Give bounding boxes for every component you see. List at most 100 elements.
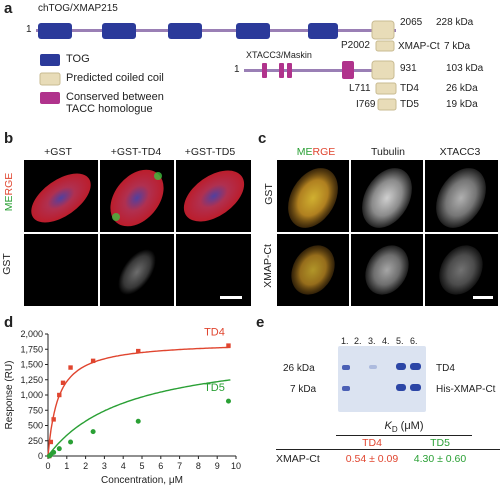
y-axis-label: Response (RU) xyxy=(4,361,15,430)
fit-curve-td4 xyxy=(47,346,231,457)
c-scale-bar xyxy=(473,296,493,299)
domain-diagram xyxy=(36,20,397,111)
data-point-td4 xyxy=(57,392,62,398)
lane-4: 4. xyxy=(382,336,390,346)
panel-c-row-gst: GST xyxy=(263,183,275,205)
tog-domain-4 xyxy=(236,23,270,39)
lane-3: 3. xyxy=(368,336,376,346)
x-tick-label: 4 xyxy=(121,461,126,471)
kd-row-xmap-ct: XMAP-Ct xyxy=(276,453,320,466)
x-tick-label: 6 xyxy=(158,461,163,471)
xtacc-conserved-3 xyxy=(287,63,292,78)
y-tick-label: 500 xyxy=(28,421,43,431)
panel-b-row-gst: GST xyxy=(1,253,13,275)
x-tick-label: 2 xyxy=(83,461,88,471)
panel-e-label: e xyxy=(256,314,265,331)
x-axis-label: Concentration, μM xyxy=(101,475,183,486)
td5-fragment xyxy=(377,98,397,111)
data-point-td4 xyxy=(51,417,56,422)
xtacc-mass: 103 kDa xyxy=(446,63,484,74)
chtog-mass: 228 kDa xyxy=(436,17,474,28)
tog-domain-2 xyxy=(102,23,136,39)
gel-band-lane1-td4 xyxy=(342,365,350,370)
tog-domain-5 xyxy=(308,23,338,39)
b-scale-bar xyxy=(220,296,242,299)
data-point-td4 xyxy=(48,439,54,445)
x-tick-label: 8 xyxy=(196,461,201,471)
td5-start: I769 xyxy=(356,99,376,110)
y-tick-label: 1,250 xyxy=(20,375,43,385)
td4-fragment xyxy=(375,82,397,95)
xtacc-end: 931 xyxy=(400,63,417,74)
data-point-td4 xyxy=(136,348,141,354)
xmap-ct-mass: 7 kDa xyxy=(444,41,471,52)
panel-b-col-gst-td4: +GST-TD4 xyxy=(110,146,162,158)
data-point-td4 xyxy=(60,380,66,385)
kd-header: KD (μM) xyxy=(336,420,472,437)
xmap-ct-fragment xyxy=(375,40,395,52)
data-point-td5 xyxy=(225,398,231,404)
xmap-ct-name: XMAP-Ct xyxy=(398,41,440,52)
data-point-td5 xyxy=(90,429,96,435)
x-tick-label: 10 xyxy=(231,461,241,471)
lane-6: 6. xyxy=(410,336,418,346)
kd-val-td5: 4.30 ± 0.60 xyxy=(413,453,467,466)
kd-col-td5: TD5 xyxy=(430,437,450,450)
legend-label-tog: TOG xyxy=(66,53,90,65)
data-point-td4 xyxy=(90,358,96,364)
kd-table: KD (μM) TD4 TD5 XMAP-Ct 0.54 ± 0.09 4.30… xyxy=(276,420,500,465)
y-tick-label: 1,000 xyxy=(20,390,43,400)
lane-5: 5. xyxy=(396,336,404,346)
td5-name: TD5 xyxy=(400,99,419,110)
y-tick-label: 2,000 xyxy=(20,329,43,339)
xmap-ct-start: P2002 xyxy=(341,40,370,51)
panel-b-col-gst-td5: +GST-TD5 xyxy=(184,146,236,158)
marker-7kda: 7 kDa xyxy=(290,384,317,395)
kd-val-td4: 0.54 ± 0.09 xyxy=(345,453,399,466)
panel-b-label: b xyxy=(4,130,14,147)
series-label-td4: TD4 xyxy=(204,327,225,339)
gel-image xyxy=(338,346,426,412)
panel-d-label: d xyxy=(4,314,14,331)
x-tick-label: 0 xyxy=(45,461,50,471)
gel-band-lane5-xmap xyxy=(396,384,406,391)
panel-c-col-merge: MERGE xyxy=(296,146,336,158)
panel-b-col-gst: +GST xyxy=(44,146,72,158)
x-tick-label: 5 xyxy=(139,461,144,471)
x-tick-label: 7 xyxy=(177,461,182,471)
chtog-title: chTOG/XMAP215 xyxy=(38,3,118,14)
gel-band-lane6-xmap xyxy=(410,384,421,391)
panel-b-row-merge: MERGE xyxy=(3,172,15,212)
tog-domain-1 xyxy=(38,23,72,39)
td4-mass: 26 kDa xyxy=(446,83,478,94)
data-point-td5 xyxy=(51,449,57,455)
band-label-his-xmap-ct: His-XMAP-Ct xyxy=(436,384,496,395)
td4-start: L711 xyxy=(349,83,371,94)
data-point-td5 xyxy=(56,446,62,452)
y-tick-label: 1,750 xyxy=(20,344,43,354)
data-point-td4 xyxy=(68,365,73,370)
y-tick-label: 250 xyxy=(28,436,43,446)
chtog-backbone xyxy=(36,29,396,32)
b-gst-gst xyxy=(24,234,98,306)
band-label-td4: TD4 xyxy=(436,363,455,374)
legend-swatch-conserved xyxy=(40,92,60,104)
xtacc-conserved-2 xyxy=(279,63,284,78)
y-tick-label: 1,500 xyxy=(20,360,43,370)
xtacc-start: 1 xyxy=(234,64,240,75)
panel-a-label: a xyxy=(4,0,13,17)
xtacc-backbone xyxy=(244,69,394,72)
panel-c-col-xtacc3: XTACC3 xyxy=(439,146,481,158)
x-tick-label: 1 xyxy=(64,461,69,471)
x-tick-label: 9 xyxy=(215,461,220,471)
lane-1: 1. xyxy=(341,336,349,346)
legend-swatch-tog xyxy=(40,54,60,66)
chtog-coiled-coil xyxy=(371,20,395,40)
panel-c-micrographs xyxy=(277,160,498,306)
panel-b-micrographs xyxy=(24,160,251,306)
marker-26kda: 26 kDa xyxy=(283,363,315,374)
gel-band-lane5-td4 xyxy=(396,363,406,370)
b-gst-td5 xyxy=(176,234,251,306)
x-tick-label: 3 xyxy=(102,461,107,471)
series-label-td5: TD5 xyxy=(204,382,225,394)
